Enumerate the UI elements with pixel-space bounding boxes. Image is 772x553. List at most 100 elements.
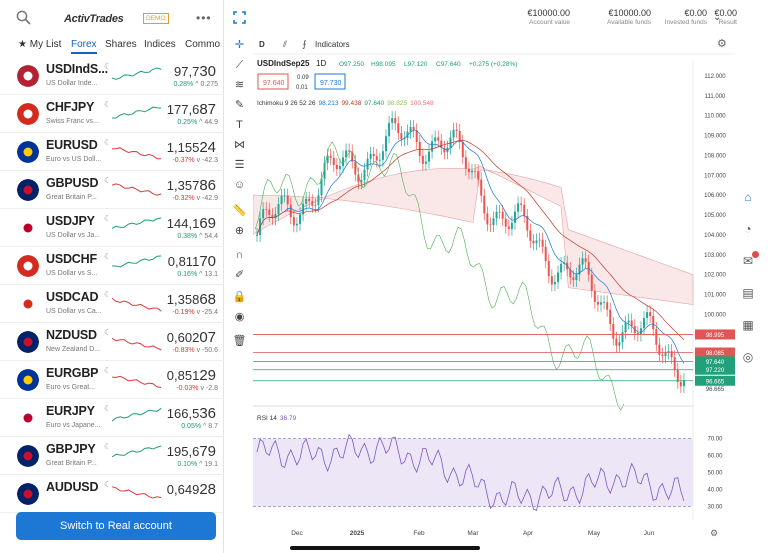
interval-button[interactable]: D — [259, 40, 265, 49]
candle-body — [510, 222, 513, 229]
candle-body — [443, 147, 446, 153]
candle-body — [302, 203, 305, 215]
instrument-row[interactable]: NZDUSD ☾ New Zealand D... 0,60207 -0.83%… — [0, 324, 224, 361]
candle-body — [538, 239, 541, 241]
more-icon[interactable]: ••• — [196, 11, 212, 25]
candle-body — [590, 274, 593, 291]
price-axis-label: 108.000 — [704, 153, 726, 159]
tab-shares[interactable]: Shares — [105, 39, 137, 50]
candle-body — [461, 142, 464, 158]
price-tag — [695, 329, 735, 340]
candle-body — [504, 218, 507, 227]
instrument-change: -0.83% v -50.6 — [172, 347, 218, 354]
profile-icon[interactable]: ◎ — [742, 350, 754, 364]
price-axis-label: 104.000 — [704, 233, 726, 239]
trash-icon[interactable]: 🗑 — [232, 335, 247, 347]
calendar-icon[interactable]: ▦ — [742, 318, 754, 332]
candle-body — [351, 151, 354, 162]
channel-icon[interactable]: ≋ — [234, 79, 245, 91]
instrument-symbol: GBPUSD — [46, 176, 99, 190]
news-icon[interactable]: ▤ — [742, 286, 754, 300]
candle-body — [612, 324, 615, 339]
settings-icon[interactable]: ⚙ — [717, 38, 727, 50]
pie-chart-icon[interactable]: ◔ — [744, 222, 752, 236]
candle-body — [507, 226, 510, 229]
instrument-row[interactable]: EURUSD ☾ Euro vs US Doll... 1,15524 -0.3… — [0, 134, 224, 171]
switch-real-account-button[interactable]: Switch to Real account — [16, 512, 216, 540]
instrument-row[interactable]: CHFJPY ☾ Swiss Franc vs... 177,687 0.25%… — [0, 96, 224, 133]
candle-body — [283, 195, 286, 197]
home-icon[interactable]: ⌂ — [744, 190, 752, 204]
instrument-change: 0.25% ^ 44.9 — [177, 119, 218, 126]
candle-type-icon[interactable]: ⫽ — [282, 39, 287, 49]
instrument-row[interactable]: USDJPY ☾ US Dollar vs Ja... 144,169 0.38… — [0, 210, 224, 247]
candle-body — [335, 164, 338, 170]
tab-commodities[interactable]: Commo — [185, 39, 221, 50]
buy-price: 97.730 — [320, 80, 342, 87]
fullscreen-icon[interactable] — [233, 11, 246, 24]
sparkline — [112, 407, 162, 422]
instrument-row[interactable]: AUDUSD ☾ 0,64928 — [0, 476, 224, 513]
candle-body — [578, 264, 581, 275]
rsi-axis-label: 40.00 — [707, 488, 723, 494]
moon-icon: ☾ — [104, 480, 112, 489]
chevron-down-icon[interactable]: ⌄ — [713, 12, 722, 23]
price-chart[interactable]: D ⫽ ⨍ Indicators ⚙ USDIndSep25 1D O97.250 H98.09… — [253, 30, 735, 545]
flag-icon — [17, 331, 39, 353]
tab-indices[interactable]: Indices — [144, 39, 176, 50]
instrument-row[interactable]: GBPJPY ☾ Great Britain P... 195,679 0.10… — [0, 438, 224, 475]
candle-body — [354, 161, 357, 175]
pattern-icon[interactable]: ⋈ — [234, 139, 245, 151]
instrument-row[interactable]: EURJPY ☾ Euro vs Japane... 166,536 0.05%… — [0, 400, 224, 437]
text-icon[interactable]: T — [236, 119, 243, 131]
sell-button[interactable] — [257, 73, 289, 90]
tenkan-line — [256, 129, 685, 364]
indicators-button[interactable]: Indicators — [315, 40, 350, 49]
candle-body — [348, 150, 351, 152]
emoji-icon[interactable]: ☺ — [233, 179, 246, 191]
flag-icon — [17, 217, 39, 239]
instrument-change: 0.38% ^ 54.4 — [177, 233, 218, 240]
pencil-lock-icon[interactable]: ✐ — [234, 269, 245, 281]
crosshair-icon[interactable]: ✛ — [234, 39, 245, 51]
ruler-icon[interactable]: 📏 — [232, 205, 247, 217]
chart-settings-icon[interactable]: ⚙ — [710, 528, 718, 538]
instrument-row[interactable]: USDIndS... ☾ US Dollar Inde... 97,730 0.… — [0, 58, 224, 95]
moon-icon: ☾ — [104, 366, 112, 375]
candle-body — [477, 171, 480, 180]
tab-my-list[interactable]: ★ My List — [18, 39, 62, 50]
eye-icon[interactable]: ◉ — [234, 311, 245, 323]
candle-body — [369, 153, 372, 159]
magnet-icon[interactable]: ∩ — [235, 249, 244, 261]
mail-icon[interactable]: ✉ — [740, 251, 759, 270]
fib-icon[interactable]: ☰ — [234, 159, 245, 171]
indicators-icon[interactable]: ⨍ — [302, 39, 307, 49]
instrument-description: US Dollar vs S... — [46, 270, 98, 277]
instrument-change: 0.28% ^ 0.275 — [173, 81, 218, 88]
candle-body — [338, 165, 341, 170]
tab-forex[interactable]: Forex — [71, 39, 97, 54]
zoom-icon[interactable]: ⊕ — [234, 225, 245, 237]
price-axis-label: 106.000 — [704, 193, 726, 199]
lock-icon[interactable]: 🔒 — [232, 291, 247, 303]
instrument-price: 1,15524 — [166, 139, 216, 156]
candle-body — [495, 211, 498, 219]
candle-body — [474, 170, 477, 172]
search-icon[interactable] — [16, 10, 31, 25]
instrument-row[interactable]: USDCAD ☾ US Dollar vs Ca... 1,35868 -0.1… — [0, 286, 224, 323]
trendline-icon[interactable]: ⟋ — [235, 59, 244, 71]
instrument-description: Swiss Franc vs... — [46, 118, 99, 125]
candle-body — [584, 258, 587, 262]
candle-body — [517, 203, 520, 212]
brush-icon[interactable]: ✎ — [234, 99, 245, 111]
rsi-axis-label: 60.00 — [707, 454, 723, 460]
candle-body — [480, 179, 483, 196]
instrument-row[interactable]: EURGBP ☾ Euro vs Great... 0,85129 -0.03%… — [0, 362, 224, 399]
instrument-row[interactable]: USDCHF ☾ US Dollar vs S... 0,81170 0.16%… — [0, 248, 224, 285]
candle-body — [434, 137, 437, 142]
instrument-row[interactable]: GBPUSD ☾ Great Britain P... 1,35786 -0.3… — [0, 172, 224, 209]
candle-body — [412, 126, 415, 131]
price-tag — [695, 364, 735, 375]
flag-icon — [17, 141, 39, 163]
buy-button[interactable] — [314, 73, 346, 90]
